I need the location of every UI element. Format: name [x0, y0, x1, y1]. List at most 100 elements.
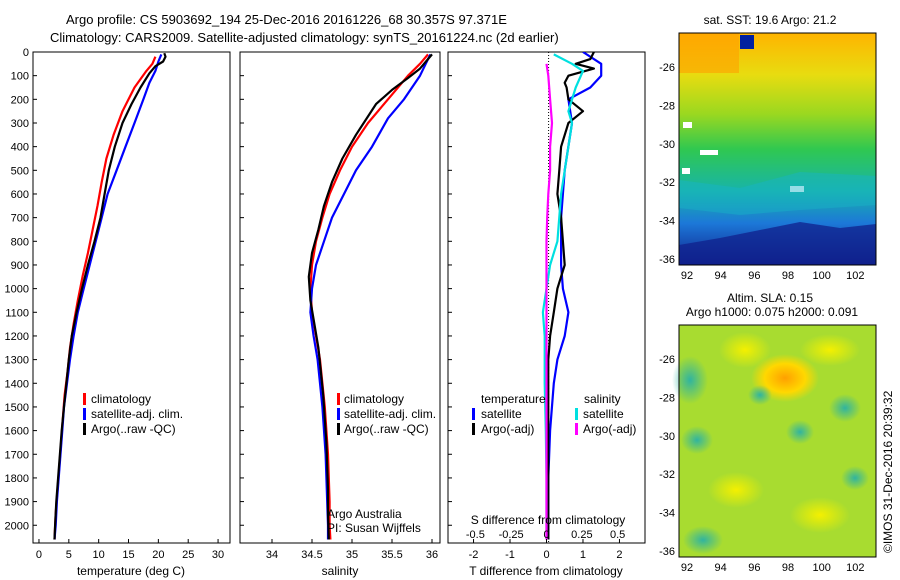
map-x-tick-label: 98: [782, 562, 794, 574]
legend-swatch-climatology: [83, 393, 86, 405]
sla-low-patch: [829, 394, 861, 422]
x-tick-label: 2: [616, 549, 622, 561]
annotation-argo-australia: Argo Australia: [327, 507, 402, 521]
legend-label-argo: Argo(..raw -QC): [344, 422, 429, 436]
x-tick-label: 36: [426, 549, 438, 561]
legend-swatch-climatology: [337, 393, 340, 405]
depth-tick-label: 1700: [5, 449, 29, 461]
depth-tick-label: 1400: [5, 378, 29, 390]
map-y-tick-label: -36: [659, 546, 675, 558]
series-line-argo-raw-qc: [53, 52, 167, 540]
legend-label-t-satellite: satellite: [481, 407, 522, 421]
depth-tick-label: 700: [11, 213, 29, 225]
depth-tick-label: 300: [11, 118, 29, 130]
map-y-tick-label: -32: [659, 177, 675, 189]
annotation-pi: PI: Susan Wijffels: [327, 521, 421, 535]
sla-low-patch: [786, 420, 814, 444]
series-line-argo-raw-qc: [307, 53, 433, 540]
map-x-tick-label: 102: [846, 562, 864, 574]
sst-missing-patch: [683, 122, 692, 128]
legend-swatch-satellite: [83, 408, 86, 420]
sst-map-frame: [678, 32, 877, 266]
sst-warm-patch: [679, 33, 739, 73]
x-tick-label: 30: [212, 549, 224, 561]
sst-cool-band: [679, 172, 876, 215]
t-difference-axis-label: T difference from climatology: [469, 564, 623, 578]
temperature-plot-frame: [32, 51, 231, 544]
map-y-tick-label: -26: [659, 62, 675, 74]
sla-map-frame: [678, 324, 877, 558]
sst-cold-region: [679, 222, 876, 265]
map-x-tick-label: 102: [846, 270, 864, 282]
temperature-legend: climatology satellite-adj. clim. Argo(..…: [83, 392, 183, 436]
sla-low-patch: [681, 426, 713, 454]
map-y-tick-label: -26: [659, 354, 675, 366]
legend-swatch-argo: [83, 423, 86, 435]
x-tick-label: 5: [66, 549, 72, 561]
x-tick-label: 15: [122, 549, 134, 561]
sla-yellow-patch: [800, 334, 860, 366]
legend-label-climatology: climatology: [344, 392, 404, 406]
x-tick-label: -2: [469, 549, 479, 561]
depth-tick-label: 1500: [5, 402, 29, 414]
map-x-tick-label: 94: [715, 562, 727, 574]
s-difference-axis-label: S difference from climatology: [471, 513, 626, 527]
depth-tick-label: 500: [11, 165, 29, 177]
legend-swatch-s-satellite: [575, 408, 578, 420]
legend-swatch-argo: [337, 423, 340, 435]
depth-tick-label: 1600: [5, 426, 29, 438]
map-x-tick-label: 100: [812, 562, 830, 574]
header-line-1: Argo profile: CS 5903692_194 25-Dec-2016…: [66, 12, 507, 27]
sst-map: [678, 32, 877, 266]
depth-tick-label: 2000: [5, 520, 29, 532]
sst-map-title: sat. SST: 19.6 Argo: 21.2: [704, 13, 837, 27]
s-difference-tick-label: 0.25: [571, 529, 592, 541]
depth-tick-label: 1300: [5, 355, 29, 367]
salinity-axis-label: salinity: [322, 564, 359, 578]
temperature-axis-label: temperature (deg C): [77, 564, 185, 578]
map-y-tick-label: -30: [659, 431, 675, 443]
sla-yellow-patch: [790, 497, 850, 533]
legend-label-satellite: satellite-adj. clim.: [91, 407, 183, 421]
s-difference-tick-label: 0: [543, 529, 549, 541]
imos-credit: ©IMOS 31-Dec-2016 20:39:32: [881, 390, 895, 553]
series-line-salinity-argo-adj: [545, 63, 554, 540]
legend-swatch-satellite: [337, 408, 340, 420]
sst-missing-patch: [790, 186, 804, 192]
x-tick-label: 35.5: [381, 549, 402, 561]
x-tick-label: 0: [543, 549, 549, 561]
depth-tick-label: 600: [11, 189, 29, 201]
legend-label-t-argo: Argo(-adj): [481, 422, 534, 436]
map-y-tick-label: -28: [659, 392, 675, 404]
sst-cloud-patch: [740, 35, 754, 49]
depth-tick-label: 100: [11, 71, 29, 83]
depth-tick-label: 1800: [5, 473, 29, 485]
s-difference-tick-label: 0.5: [610, 529, 625, 541]
sla-low-patch: [841, 466, 869, 490]
legend-label-climatology: climatology: [91, 392, 151, 406]
map-y-tick-label: -34: [659, 216, 675, 228]
map-x-tick-label: 98: [782, 270, 794, 282]
x-tick-label: 25: [182, 549, 194, 561]
x-tick-label: -1: [505, 549, 515, 561]
difference-legend: temperature salinity satellite Argo(-adj…: [472, 392, 636, 436]
map-x-tick-label: 92: [681, 562, 693, 574]
x-tick-label: 35: [346, 549, 358, 561]
sla-map: [672, 324, 877, 558]
legend-label-s-argo: Argo(-adj): [583, 422, 636, 436]
legend-label-argo: Argo(..raw -QC): [91, 422, 176, 436]
legend-label-s-satellite: satellite: [583, 407, 624, 421]
sst-missing-patch: [682, 168, 690, 174]
series-line-satellite-adj-clim: [309, 53, 432, 540]
x-tick-label: 34.5: [301, 549, 322, 561]
legend-swatch-t-satellite: [472, 408, 475, 420]
depth-tick-label: 0: [23, 47, 29, 59]
sla-low-patch: [748, 385, 772, 405]
sla-yellow-patch: [708, 472, 764, 508]
map-y-tick-label: -34: [659, 508, 675, 520]
sla-map-title-line-2: Argo h1000: 0.075 h2000: 0.091: [686, 305, 858, 319]
sla-low-patch: [683, 526, 723, 554]
legend-swatch-s-argo: [575, 423, 578, 435]
depth-tick-label: 1000: [5, 284, 29, 296]
